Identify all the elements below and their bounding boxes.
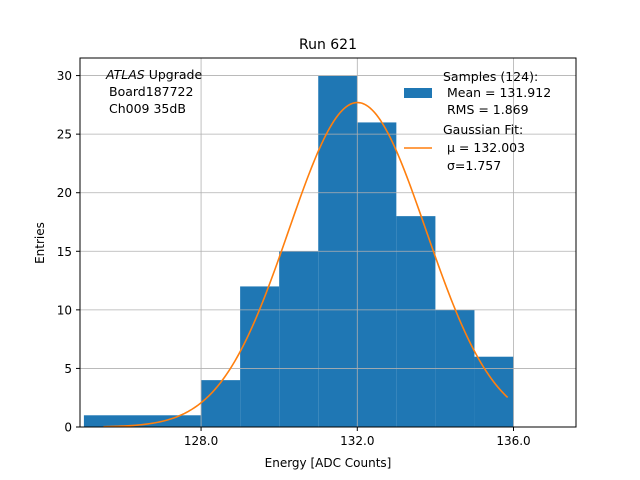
legend-samples-line: Mean = 131.912 <box>443 85 551 100</box>
legend-fit-line: σ=1.757 <box>447 158 501 173</box>
channel-label: Ch009 35dB <box>109 101 186 116</box>
y-tick-label: 5 <box>64 362 72 376</box>
y-tick-label: 30 <box>57 69 72 83</box>
histogram-bar <box>83 415 202 427</box>
histogram-bar <box>357 122 397 427</box>
x-axis-label: Energy [ADC Counts] <box>265 456 392 470</box>
y-tick-label: 25 <box>57 128 72 142</box>
y-tick-label: 15 <box>57 245 72 259</box>
legend-samples-line: RMS = 1.869 <box>443 102 529 117</box>
x-tick-label: 128.0 <box>184 434 218 448</box>
plot-frame <box>79 57 577 428</box>
histogram-bar <box>201 380 241 427</box>
x-tick-label: 132.0 <box>340 434 374 448</box>
info-annotation: ATLAS Upgrade Board187722 Ch009 35dB <box>105 67 202 116</box>
legend-samples-line: Samples (124): <box>443 69 538 84</box>
legend: Samples (124): Mean = 131.912 RMS = 1.86… <box>404 69 551 173</box>
histogram-bar <box>279 251 319 427</box>
chart-title: Run 621 <box>299 37 357 53</box>
y-axis-label: Entries <box>33 222 47 264</box>
legend-bars-swatch <box>404 88 432 98</box>
histogram-bar <box>474 356 514 427</box>
y-tick-label: 0 <box>64 421 72 435</box>
histogram-bar <box>396 216 436 427</box>
legend-fit-line: Gaussian Fit: <box>443 122 523 137</box>
y-tick-label: 10 <box>57 303 72 317</box>
atlas-label: ATLAS Upgrade <box>105 67 202 82</box>
legend-fit-line: μ = 132.003 <box>447 140 525 155</box>
x-tick-label: 136.0 <box>496 434 530 448</box>
y-tick-label: 20 <box>57 186 72 200</box>
board-label: Board187722 <box>109 84 193 99</box>
axis-ticks: 128.0 132.0 136.0 0 5 10 15 20 25 30 <box>57 69 531 448</box>
gaussian-fit-curve <box>103 101 509 428</box>
